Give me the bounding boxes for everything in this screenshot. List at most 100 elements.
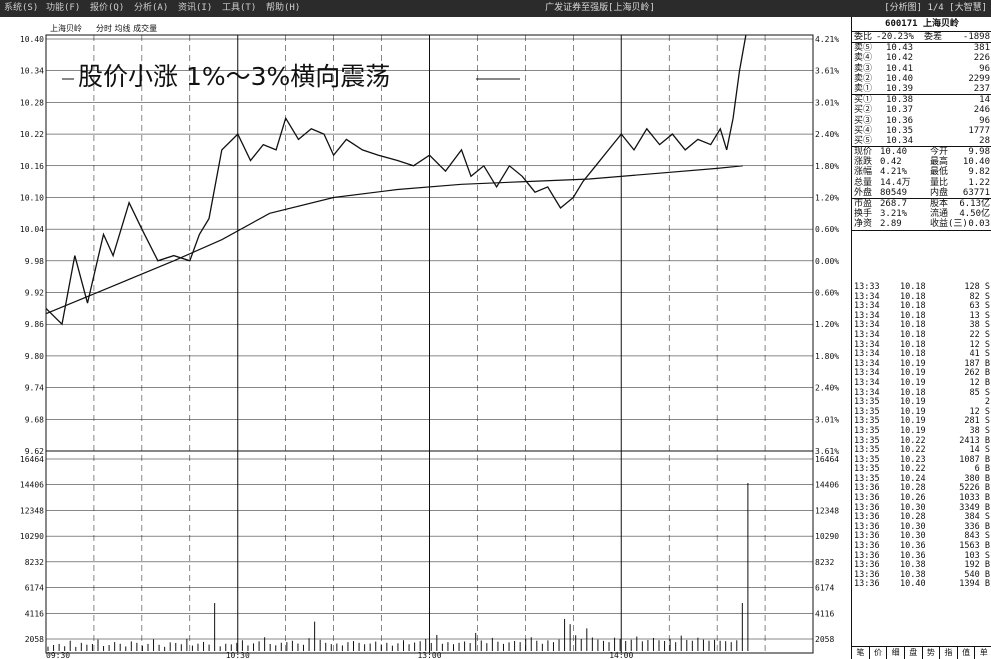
- volume-tick-label: 2058: [25, 635, 44, 644]
- price-line: [45, 34, 747, 326]
- menu-system[interactable]: 系统(S): [4, 3, 39, 13]
- trade-time: 13:35: [854, 445, 880, 456]
- trade-volume: 85 S: [969, 387, 990, 398]
- trade-time: 13:34: [854, 329, 880, 340]
- trade-row: 13:35 10.19 281 S: [852, 417, 991, 427]
- panel-tab[interactable]: 势: [923, 647, 941, 659]
- stat-label-1: 现价: [854, 147, 873, 158]
- price-tick-label: 10.04: [20, 225, 44, 234]
- trade-time: 13:34: [854, 310, 880, 321]
- panel-tab[interactable]: 价: [870, 647, 888, 659]
- bid-label: 买③: [854, 115, 873, 126]
- trade-time: 13:34: [854, 339, 880, 350]
- wei-label-2: 委差: [924, 32, 943, 42]
- panel-tab[interactable]: 单: [979, 648, 988, 657]
- menu-quote[interactable]: 报价(Q): [90, 3, 125, 13]
- trade-time: 13:34: [854, 387, 880, 398]
- percent-tick-label: 1.80%: [815, 162, 839, 171]
- trade-price: 10.18: [900, 301, 926, 312]
- trade-price: 10.18: [900, 339, 926, 350]
- trade-volume: 38 S: [969, 425, 990, 436]
- trade-time: 13:34: [854, 368, 880, 379]
- trade-row: 13:35 10.24 380 B: [852, 473, 991, 485]
- trade-volume: 6 B: [974, 464, 990, 475]
- trade-row: 13:36 10.28 384 S: [852, 513, 991, 523]
- trade-volume: 380 B: [964, 473, 990, 484]
- trade-price: 10.28: [900, 483, 926, 494]
- stat-value-1: 80549: [880, 187, 908, 198]
- menu-info[interactable]: 资讯(I): [178, 3, 213, 13]
- time-tick-label: 13:00: [417, 651, 441, 659]
- trade-row: 13:34 10.19 262 B: [852, 369, 991, 379]
- bid-label: 买⑤: [854, 135, 873, 146]
- bid-row: 买② 10.37 246: [852, 105, 991, 115]
- volume-tick-label: 10290: [20, 532, 44, 541]
- stat-value-2: 6.13亿: [959, 199, 990, 209]
- wei-value-1: -20.23%: [876, 32, 914, 42]
- time-tick-label: 14:00: [609, 651, 633, 659]
- percent-tick-label: 1.20%: [815, 193, 839, 202]
- stat-row: 市盈 268.7 股本 6.13亿: [852, 199, 991, 209]
- trade-price: 10.40: [900, 579, 926, 590]
- trade-time: 13:34: [854, 349, 880, 360]
- trade-time: 13:36: [854, 541, 880, 552]
- trade-price: 10.19: [900, 397, 926, 408]
- price-tick-label: 9.74: [25, 384, 44, 393]
- volume-tick-label-right: 8232: [815, 558, 834, 567]
- stat-value-2: 9.98: [968, 147, 990, 158]
- panel-tab[interactable]: 值: [958, 647, 976, 659]
- ask-row: 卖③ 10.41 96: [852, 64, 991, 74]
- stat-label-2: 最高: [930, 157, 949, 168]
- price-tick-label: 10.22: [20, 130, 44, 139]
- menu-analysis[interactable]: 分析(A): [134, 3, 169, 13]
- trade-row: 13:34 10.18 85 S: [852, 387, 991, 399]
- stat-value-2: 9.82: [968, 167, 990, 178]
- trade-row: 13:36 10.38 192 B: [852, 561, 991, 571]
- trade-price: 10.26: [900, 493, 926, 504]
- menu-bar: 系统(S) 功能(F) 报价(Q) 分析(A) 资讯(I) 工具(T) 帮助(H…: [0, 0, 991, 17]
- panel-tab[interactable]: 盘: [905, 647, 923, 659]
- panel-tab[interactable]: 细: [887, 647, 905, 659]
- stat-label-2: 收益(三): [930, 219, 968, 230]
- menu-help[interactable]: 帮助(H): [266, 3, 301, 13]
- trade-time: 13:35: [854, 416, 880, 427]
- stat-label-1: 净资: [854, 219, 873, 230]
- ask-volume: 226: [973, 53, 990, 64]
- trade-row: 13:34 10.18 63 S: [852, 302, 991, 312]
- stat-value-2: 63771: [962, 187, 990, 198]
- stat-value-1: 3.21%: [880, 209, 908, 220]
- trade-price: 10.36: [900, 541, 926, 552]
- trade-price: 10.18: [900, 387, 926, 398]
- trade-row: 13:35 10.23 1087 B: [852, 454, 991, 466]
- trade-time: 13:34: [854, 377, 880, 388]
- trade-time: 13:33: [854, 282, 880, 292]
- ask-label: 卖①: [854, 83, 873, 94]
- trade-row: 13:35 10.22 2413 B: [852, 436, 991, 447]
- trade-volume: 1563 B: [959, 541, 990, 552]
- menu-function[interactable]: 功能(F): [46, 3, 81, 13]
- trade-volume: 12 S: [969, 339, 990, 350]
- price-tick-label: 10.10: [20, 193, 44, 202]
- trade-time: 13:36: [854, 550, 880, 561]
- trade-row: 13:35 10.22 6 B: [852, 465, 991, 475]
- bid-row: 买① 10.38 14: [852, 95, 991, 105]
- bid-volume: 1777: [968, 125, 990, 136]
- panel-tab[interactable]: 指: [940, 647, 958, 659]
- menu-tools[interactable]: 工具(T): [222, 3, 257, 13]
- trade-time: 13:35: [854, 454, 880, 465]
- trade-price: 10.19: [900, 358, 926, 369]
- trade-price: 10.18: [900, 310, 926, 321]
- panel-title: 600171 上海贝岭: [852, 17, 991, 32]
- stat-row: 涨跌 0.42 最高 10.40: [852, 157, 991, 167]
- trade-price: 10.30: [900, 521, 926, 532]
- trade-time: 13:36: [854, 512, 880, 523]
- trade-row: 13:34 10.18 38 S: [852, 321, 991, 331]
- trade-row: 13:34 10.18 82 S: [852, 292, 991, 303]
- panel-tab[interactable]: 笔: [852, 647, 870, 659]
- ask-price: 10.43: [886, 43, 914, 54]
- bid-price: 10.38: [886, 95, 914, 106]
- volume-tick-label-right: 14406: [815, 481, 839, 490]
- trade-volume: 41 S: [969, 349, 990, 360]
- ask-label: 卖⑤: [854, 43, 873, 54]
- stat-row: 换手 3.21% 流通 4.50亿: [852, 209, 991, 219]
